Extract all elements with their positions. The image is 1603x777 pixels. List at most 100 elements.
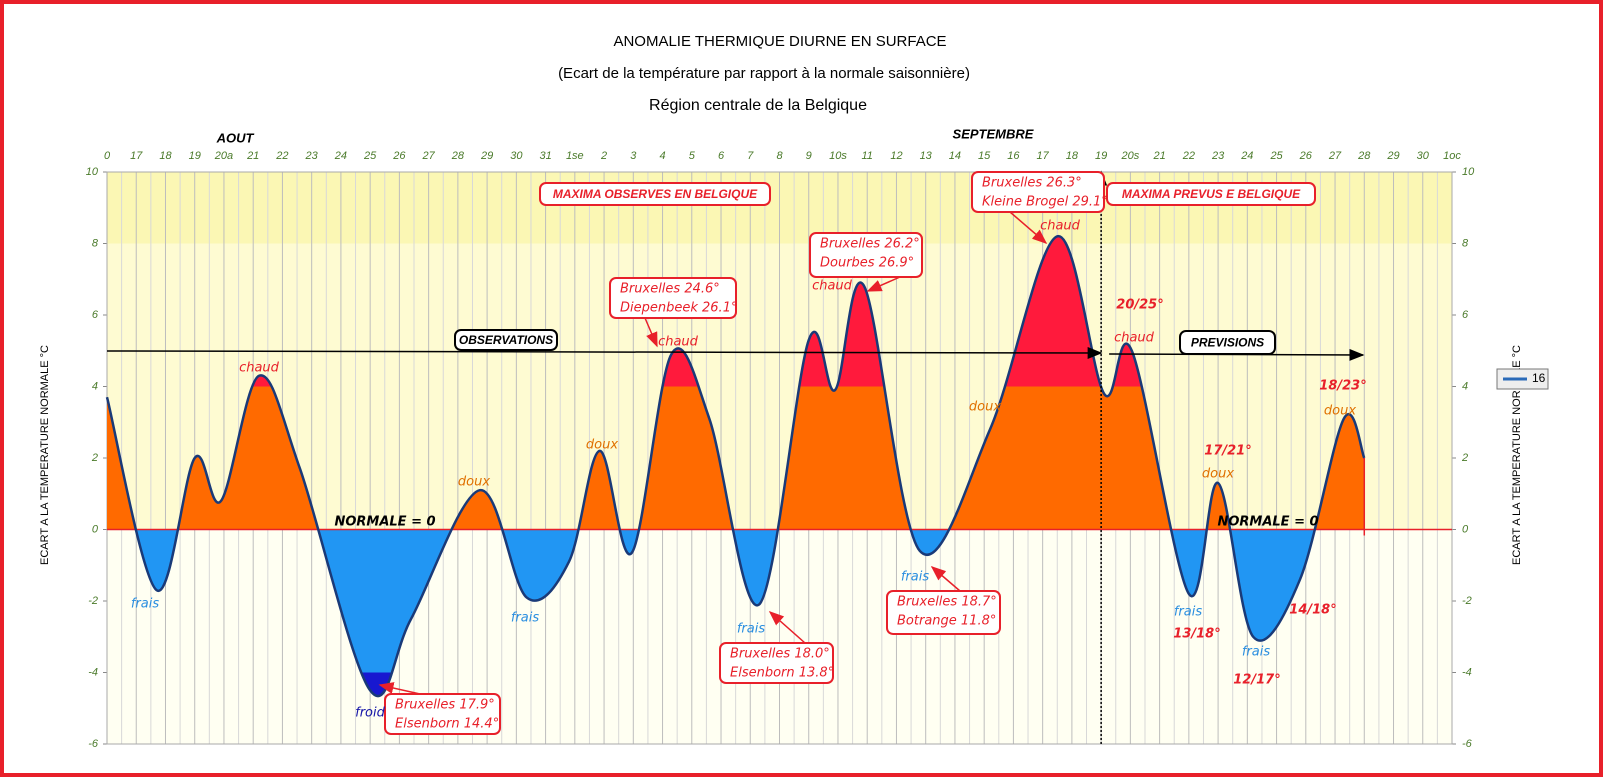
x-tick-label: 26 xyxy=(392,150,406,162)
callout-text: Diepenbeek 26.1° xyxy=(620,301,737,316)
x-tick-label: 26 xyxy=(1299,150,1313,162)
annotation: 12/17° xyxy=(1233,673,1280,688)
callout-box xyxy=(384,693,501,735)
annotation: frais xyxy=(1174,605,1202,620)
y-tick-label: -4 xyxy=(88,666,98,678)
callout-arrow xyxy=(930,566,961,592)
box-label: MAXIMA PREVUS E BELGIQUE xyxy=(1122,187,1301,201)
x-tick-label: 15 xyxy=(978,150,991,162)
x-tick-label: 1se xyxy=(566,150,584,162)
x-tick-label: 9 xyxy=(806,150,812,162)
annotation: frais xyxy=(1242,645,1270,660)
x-tick-label: 7 xyxy=(747,150,754,162)
callout-text: Bruxelles 26.2° xyxy=(820,237,920,252)
annotation: 13/18° xyxy=(1173,627,1220,642)
y-tick-label: -2 xyxy=(88,595,98,607)
arrow xyxy=(106,346,1103,359)
callout-arrow xyxy=(1009,211,1048,244)
callout-text: Bruxelles 17.9° xyxy=(395,698,495,713)
annotation: NORMALE = 0 xyxy=(334,515,435,530)
x-tick-label: 2 xyxy=(600,150,607,162)
y-tick-label: 2 xyxy=(91,452,98,464)
annotation: chaud xyxy=(812,279,853,294)
callout-text: Bruxelles 18.0° xyxy=(730,647,830,662)
y2-tick-label: 6 xyxy=(1462,309,1469,321)
x-tick-label: 30 xyxy=(510,150,523,162)
callout-box xyxy=(809,232,923,278)
annotation: doux xyxy=(1324,404,1356,419)
x-tick-label: 24 xyxy=(334,150,347,162)
callout-arrow xyxy=(866,276,901,292)
annotation: doux xyxy=(969,400,1001,415)
y2-tick-label: -6 xyxy=(1462,738,1473,750)
x-tick-label: 25 xyxy=(1269,150,1283,162)
callout-text: Bruxelles 24.6° xyxy=(620,282,720,297)
x-tick-label: 25 xyxy=(363,150,377,162)
annotation: frais xyxy=(131,597,159,612)
callout-arrow xyxy=(768,611,806,644)
callout-text: Elsenborn 13.8° xyxy=(730,666,834,681)
x-tick-label: 1oc xyxy=(1443,150,1461,162)
annotation: 17/21° xyxy=(1204,444,1251,459)
x-tick-label: 23 xyxy=(305,150,319,162)
y2-tick-label: 10 xyxy=(1462,166,1475,178)
callout-arrow xyxy=(378,682,421,695)
annotation: 20/25° xyxy=(1116,298,1163,313)
x-tick-label: 13 xyxy=(920,150,933,162)
annotation: chaud xyxy=(1040,219,1081,234)
label-box xyxy=(454,329,558,351)
y-tick-label: 6 xyxy=(92,309,99,321)
callout-box xyxy=(609,277,737,319)
label-box xyxy=(1179,330,1276,355)
y-tick-label: 0 xyxy=(92,523,99,535)
y-tick-label: -6 xyxy=(88,738,99,750)
x-tick-label: 19 xyxy=(189,150,201,162)
chart-subtitle: (Ecart de la température par rapport à l… xyxy=(558,65,970,82)
y2-tick-label: -2 xyxy=(1462,595,1472,607)
y2-axis-title: ECART A LA TEMPERATURE NORMALE °C xyxy=(1511,345,1523,565)
x-tick-label: 27 xyxy=(422,150,436,162)
y-tick-label: 8 xyxy=(92,237,99,249)
annotation: frais xyxy=(737,622,765,637)
x-tick-label: 29 xyxy=(1386,150,1399,162)
area-fill xyxy=(252,236,1142,387)
annotation: doux xyxy=(1202,467,1234,482)
y-tick-label: 4 xyxy=(92,380,98,392)
x-tick-label: 11 xyxy=(862,150,873,162)
label-box xyxy=(539,182,771,206)
x-tick-label: 21 xyxy=(1152,150,1165,162)
x-tick-label: 23 xyxy=(1211,150,1225,162)
x-tick-label: 8 xyxy=(776,150,783,162)
x-tick-label: 18 xyxy=(1066,150,1079,162)
x-tick-label: 6 xyxy=(718,150,725,162)
box-label: PREVISIONS xyxy=(1191,336,1264,350)
annotation: 18/23° xyxy=(1319,379,1366,394)
x-tick-label: 14 xyxy=(949,150,961,162)
x-tick-label: 20a xyxy=(214,150,233,162)
x-tick-label: 16 xyxy=(1007,150,1020,162)
x-tick-label: 27 xyxy=(1328,150,1342,162)
annotation: chaud xyxy=(239,361,280,376)
x-tick-label: 3 xyxy=(630,150,637,162)
y2-tick-label: 2 xyxy=(1461,452,1468,464)
box-label: MAXIMA OBSERVES EN BELGIQUE xyxy=(553,187,758,201)
y2-tick-label: 4 xyxy=(1462,380,1468,392)
x-tick-label: 20s xyxy=(1120,150,1139,162)
x-tick-label: 5 xyxy=(689,150,696,162)
annotation: chaud xyxy=(1114,331,1155,346)
y2-tick-label: 8 xyxy=(1462,237,1469,249)
line xyxy=(105,235,1366,698)
callout-text: Botrange 11.8° xyxy=(897,614,996,629)
legend-label: 16 xyxy=(1532,371,1546,385)
x-tick-label: 19 xyxy=(1095,150,1107,162)
annotation: NORMALE = 0 xyxy=(1217,515,1318,530)
month-label: SEPTEMBRE xyxy=(953,126,1034,141)
callout-text: Bruxelles 26.3° xyxy=(982,176,1082,191)
y-axis-title: ECART A LA TEMPERATURE NORMALE °C xyxy=(39,345,51,565)
callout-text: Bruxelles 18.7° xyxy=(897,595,997,610)
callout-text: Kleine Brogel 29.1° xyxy=(982,195,1108,210)
x-tick-label: 0 xyxy=(104,150,111,162)
y2-tick-label: -4 xyxy=(1462,666,1472,678)
x-tick-label: 10s xyxy=(829,150,847,162)
callout-box xyxy=(886,590,1001,635)
